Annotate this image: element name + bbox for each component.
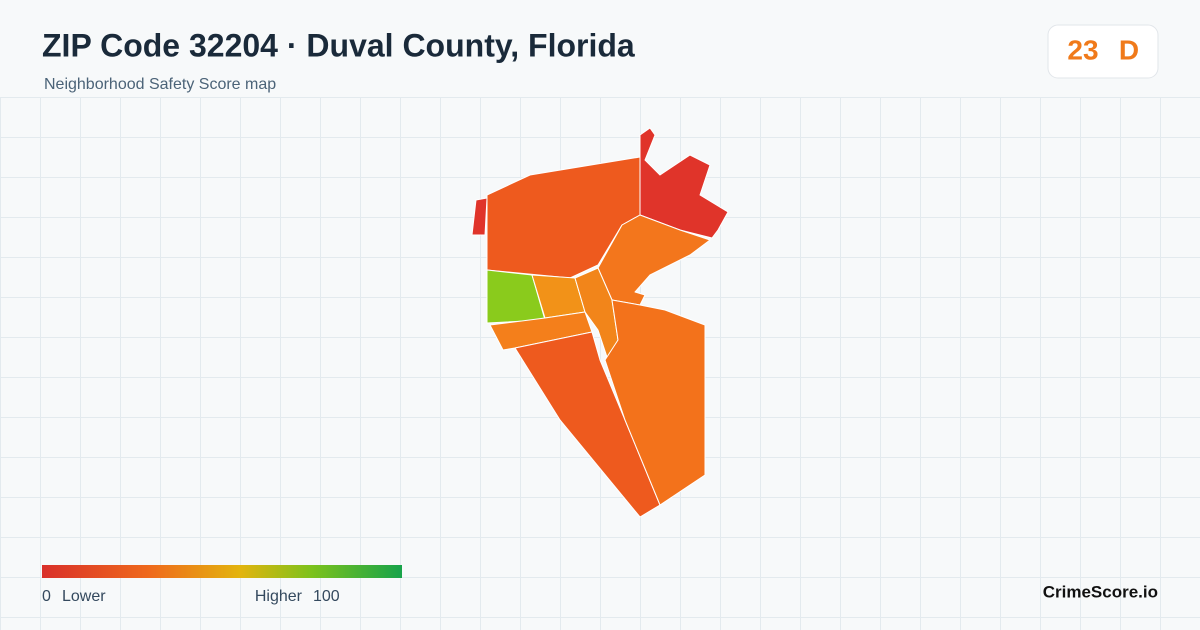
zip-map: [471, 127, 729, 518]
legend-min: 0: [42, 588, 51, 605]
score-badge: [1047, 24, 1159, 79]
subtitle: Neighborhood Safety Score map: [44, 76, 276, 93]
score-grade: D: [1119, 34, 1139, 65]
brand: CrimeScore.io: [1043, 582, 1158, 601]
area: [604, 299, 706, 506]
score-value: 23: [1067, 34, 1098, 65]
area: [597, 214, 711, 306]
legend-min-label: Lower: [62, 588, 106, 605]
title: ZIP Code 32204 · Duval County, Florida: [42, 27, 635, 63]
legend-max: 100: [313, 588, 340, 605]
legend-max-label: Higher: [255, 588, 303, 605]
grid: [0, 97, 1200, 630]
legend-gradient: [42, 565, 402, 578]
